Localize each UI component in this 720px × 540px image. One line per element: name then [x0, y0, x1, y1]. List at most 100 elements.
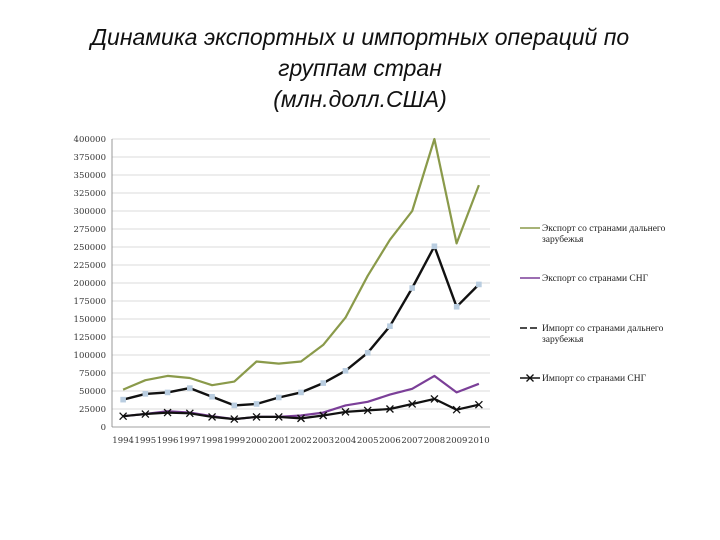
- y-tick-label: 0: [101, 423, 106, 433]
- data-point-stroke: [141, 410, 150, 418]
- y-tick-label: 125000: [74, 333, 106, 343]
- data-point: [409, 285, 415, 291]
- y-tick-label: 300000: [74, 207, 106, 217]
- x-tick-label: 2010: [468, 436, 490, 446]
- data-point: [526, 374, 534, 382]
- data-point-stroke: [274, 412, 283, 421]
- data-point-stroke: [319, 411, 328, 420]
- chart-title-line-1: Динамика экспортных и импортных операций…: [90, 24, 630, 50]
- data-point: [474, 400, 483, 409]
- x-tick-label: 1995: [135, 436, 157, 446]
- data-point: [408, 400, 417, 408]
- y-tick-label: 400000: [74, 135, 106, 145]
- data-point-stroke: [208, 412, 217, 421]
- chart-title-block: Динамика экспортных и импортных операций…: [0, 22, 720, 115]
- data-point: [298, 389, 304, 396]
- data-point: [387, 323, 393, 329]
- data-point: [141, 410, 150, 418]
- data-point: [230, 415, 239, 424]
- y-tick-label: 275000: [74, 225, 106, 235]
- data-point: [164, 389, 171, 396]
- data-point-stroke: [297, 414, 305, 423]
- x-tick-label: 2002: [290, 436, 312, 446]
- y-tick-label: 225000: [74, 261, 106, 271]
- x-tick-label: 2007: [401, 436, 423, 446]
- y-tick-label: 250000: [74, 243, 106, 253]
- grid-lines: [112, 138, 490, 410]
- chart-subtitle: (млн.долл.США): [273, 86, 447, 112]
- data-point-stroke: [408, 400, 417, 408]
- data-point-stroke: [526, 374, 534, 382]
- data-point: [163, 408, 172, 417]
- plot-area: [119, 137, 483, 424]
- y-tick-label: 100000: [74, 351, 106, 361]
- data-point-stroke: [185, 409, 194, 418]
- data-point-stroke: [252, 412, 261, 421]
- data-point-stroke: [474, 400, 483, 409]
- data-point: [252, 412, 261, 421]
- y-axis: 0 25000 50000 75000 100000 125000 150000 175000…: [74, 135, 113, 433]
- x-tick-label: 2009: [446, 436, 468, 446]
- x-tick-label: 2001: [268, 436, 290, 446]
- y-tick-label: 200000: [74, 279, 106, 289]
- data-point: [319, 411, 328, 420]
- data-point: [431, 243, 438, 250]
- x-tick-label: 2008: [424, 436, 446, 446]
- data-point-stroke: [385, 405, 394, 413]
- y-tick-label: 325000: [74, 189, 106, 199]
- data-point: [119, 412, 128, 421]
- data-point: [364, 350, 371, 356]
- x-tick-label: 1997: [179, 436, 201, 446]
- series-markers-3: [120, 243, 482, 409]
- legend: Экспорт со странами дальнегозарубежьяЭкс…: [520, 224, 666, 384]
- y-tick-label: 375000: [74, 153, 106, 163]
- x-tick-label: 2006: [379, 436, 401, 446]
- data-point: [320, 380, 327, 386]
- y-tick-label: 75000: [79, 369, 106, 379]
- legend-label: Экспорт со странами дальнего: [542, 224, 666, 234]
- data-point-stroke: [163, 408, 172, 417]
- data-point: [452, 405, 461, 414]
- chart-title-line-2: группам стран: [278, 55, 442, 81]
- data-point: [187, 385, 193, 391]
- x-tick-label: 2005: [357, 436, 379, 446]
- series-markers-4: [119, 394, 483, 424]
- y-tick-label: 350000: [74, 171, 106, 181]
- y-tick-label: 175000: [74, 297, 106, 307]
- data-point: [341, 407, 350, 416]
- y-tick-label: 150000: [74, 315, 106, 325]
- data-point-stroke: [230, 415, 239, 424]
- y-tick-label: 25000: [79, 405, 106, 415]
- x-tick-label: 1994: [112, 436, 134, 446]
- x-tick-label: 2004: [335, 436, 357, 446]
- x-tick-label: 2000: [246, 436, 268, 446]
- x-tick-label: 2003: [312, 436, 334, 446]
- data-point: [453, 303, 460, 310]
- data-point: [430, 394, 439, 403]
- data-point: [208, 412, 217, 421]
- data-point: [185, 409, 194, 418]
- legend-label: Импорт со странами дальнего: [542, 324, 664, 334]
- legend-label: Экспорт со странами СНГ: [542, 274, 649, 284]
- data-point: [231, 402, 238, 409]
- data-point-stroke: [341, 407, 350, 416]
- data-point: [120, 396, 126, 403]
- x-tick-label: 1996: [157, 436, 179, 446]
- data-point: [297, 414, 305, 423]
- data-point-stroke: [363, 406, 372, 415]
- data-point: [342, 368, 349, 374]
- data-point-stroke: [430, 394, 439, 403]
- legend-label: зарубежья: [542, 334, 584, 345]
- data-point: [253, 401, 260, 407]
- y-tick-label: 50000: [79, 387, 106, 397]
- data-point-stroke: [452, 405, 461, 414]
- data-point: [274, 412, 283, 421]
- data-point-stroke: [119, 412, 128, 421]
- data-point: [385, 405, 394, 413]
- legend-entry-2: Экспорт со странами СНГ: [520, 274, 649, 284]
- x-tick-label: 1999: [223, 436, 245, 446]
- data-point: [209, 393, 215, 400]
